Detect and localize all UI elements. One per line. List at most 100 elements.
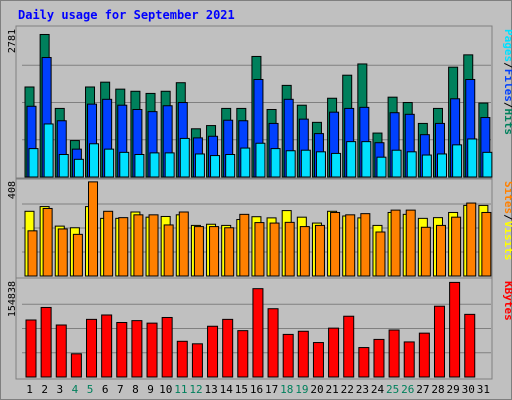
bar-pages-day-31 bbox=[482, 151, 493, 178]
bar-pages-day-19 bbox=[300, 149, 311, 178]
bar-sites-day-29 bbox=[451, 216, 462, 277]
bar-kbytes-day-9 bbox=[146, 322, 158, 378]
bar-sites-day-15 bbox=[239, 213, 250, 277]
bar-sites-day-31 bbox=[481, 211, 492, 277]
x-tick-label: 20 bbox=[310, 383, 323, 396]
panel-border bbox=[15, 277, 493, 380]
y-max-label: 2781 bbox=[7, 29, 18, 53]
bar-sites-day-5 bbox=[88, 181, 99, 277]
bar-pages-day-27 bbox=[421, 154, 432, 178]
bar-pages-day-12 bbox=[194, 153, 205, 178]
bar-pages-day-21 bbox=[331, 152, 342, 178]
bar-kbytes-day-3 bbox=[55, 324, 67, 378]
bar-pages-day-5 bbox=[89, 143, 100, 178]
bar-kbytes-day-30 bbox=[464, 313, 476, 378]
legend-bottom: KBytes bbox=[502, 281, 512, 321]
y-max-label: 408 bbox=[7, 181, 18, 199]
legend-item: Visits bbox=[502, 221, 512, 261]
bar-sites-day-23 bbox=[360, 213, 371, 277]
bar-pages-day-22 bbox=[346, 141, 357, 178]
bar-kbytes-day-4 bbox=[70, 353, 82, 378]
bar-kbytes-day-13 bbox=[207, 325, 219, 378]
x-tick-label: 27 bbox=[416, 383, 429, 396]
bar-sites-day-25 bbox=[390, 209, 401, 277]
bar-kbytes-day-11 bbox=[176, 340, 188, 378]
bar-pages-day-28 bbox=[436, 153, 447, 178]
bar-kbytes-day-15 bbox=[237, 330, 249, 378]
bar-sites-day-8 bbox=[133, 214, 144, 277]
bar-sites-day-27 bbox=[420, 226, 431, 277]
bar-sites-day-7 bbox=[118, 217, 129, 277]
bar-sites-day-20 bbox=[314, 224, 325, 277]
bar-pages-day-17 bbox=[270, 148, 281, 178]
bar-sites-day-4 bbox=[72, 233, 83, 277]
bar-kbytes-day-10 bbox=[161, 316, 173, 378]
bar-pages-day-18 bbox=[285, 150, 296, 178]
x-tick-label: 22 bbox=[341, 383, 354, 396]
bar-kbytes-day-22 bbox=[343, 315, 355, 378]
bar-pages-day-6 bbox=[104, 148, 115, 178]
bar-pages-day-3 bbox=[58, 153, 69, 178]
x-tick-label: 30 bbox=[462, 383, 475, 396]
x-tick-label: 23 bbox=[356, 383, 369, 396]
bar-sites-day-11 bbox=[178, 211, 189, 277]
bar-sites-day-6 bbox=[103, 210, 114, 277]
bar-kbytes-day-7 bbox=[116, 321, 128, 378]
bar-pages-day-26 bbox=[406, 151, 417, 178]
bar-sites-day-3 bbox=[57, 228, 68, 277]
series-sites bbox=[27, 181, 492, 277]
legend-item: / bbox=[502, 102, 512, 109]
bar-kbytes-day-19 bbox=[297, 330, 309, 378]
bar-pages-day-10 bbox=[164, 152, 175, 178]
bar-kbytes-day-23 bbox=[358, 347, 370, 378]
x-tick-label: 4 bbox=[72, 383, 79, 396]
panel-middle: 408 Sites/Visits bbox=[7, 177, 512, 279]
x-tick-label: 19 bbox=[295, 383, 308, 396]
y-max-label: 154838 bbox=[7, 281, 18, 317]
bar-pages-day-11 bbox=[179, 137, 190, 178]
chart-title: Daily usage for September 2021 bbox=[18, 8, 235, 22]
bar-kbytes-day-26 bbox=[403, 341, 415, 378]
bar-pages-day-20 bbox=[315, 151, 326, 178]
bar-kbytes-day-20 bbox=[312, 342, 324, 378]
x-tick-label: 26 bbox=[401, 383, 414, 396]
bar-sites-day-14 bbox=[224, 227, 235, 277]
bar-sites-day-2 bbox=[42, 207, 53, 277]
bar-sites-day-18 bbox=[284, 221, 295, 277]
x-tick-label: 11 bbox=[174, 383, 187, 396]
bar-sites-day-28 bbox=[435, 224, 446, 277]
x-tick-label: 2 bbox=[41, 383, 48, 396]
bar-kbytes-day-18 bbox=[282, 333, 294, 378]
legend-top: Pages/Files/Hits bbox=[502, 29, 512, 135]
bar-pages-day-25 bbox=[391, 149, 402, 178]
bar-pages-day-23 bbox=[361, 141, 372, 178]
bar-kbytes-day-14 bbox=[222, 318, 234, 378]
bar-pages-day-7 bbox=[119, 151, 130, 178]
x-tick-label: 28 bbox=[431, 383, 444, 396]
x-tick-label: 31 bbox=[477, 383, 490, 396]
x-tick-label: 3 bbox=[57, 383, 64, 396]
bar-sites-day-1 bbox=[27, 230, 38, 277]
x-tick-label: 7 bbox=[117, 383, 124, 396]
x-tick-label: 21 bbox=[326, 383, 339, 396]
panel-top: 2781 Pages/Files/Hits bbox=[7, 25, 512, 180]
bar-kbytes-day-5 bbox=[86, 318, 98, 378]
bar-pages-day-29 bbox=[452, 144, 463, 178]
x-tick-label: 14 bbox=[220, 383, 234, 396]
x-tick-label: 15 bbox=[235, 383, 248, 396]
bar-pages-day-24 bbox=[376, 156, 387, 178]
x-tick-label: 9 bbox=[147, 383, 154, 396]
bar-pages-day-30 bbox=[467, 138, 478, 178]
legend-item: / bbox=[502, 214, 512, 221]
bar-kbytes-day-2 bbox=[40, 306, 52, 378]
bar-kbytes-day-8 bbox=[131, 320, 143, 378]
x-tick-label: 1 bbox=[26, 383, 33, 396]
bar-sites-day-17 bbox=[269, 222, 280, 277]
legend-middle: Sites/Visits bbox=[502, 181, 512, 261]
bar-sites-day-10 bbox=[163, 224, 174, 277]
bar-pages-day-2 bbox=[43, 123, 54, 178]
legend-item: Sites bbox=[502, 181, 512, 214]
x-tick-label: 17 bbox=[265, 383, 278, 396]
series-pages bbox=[28, 123, 493, 178]
